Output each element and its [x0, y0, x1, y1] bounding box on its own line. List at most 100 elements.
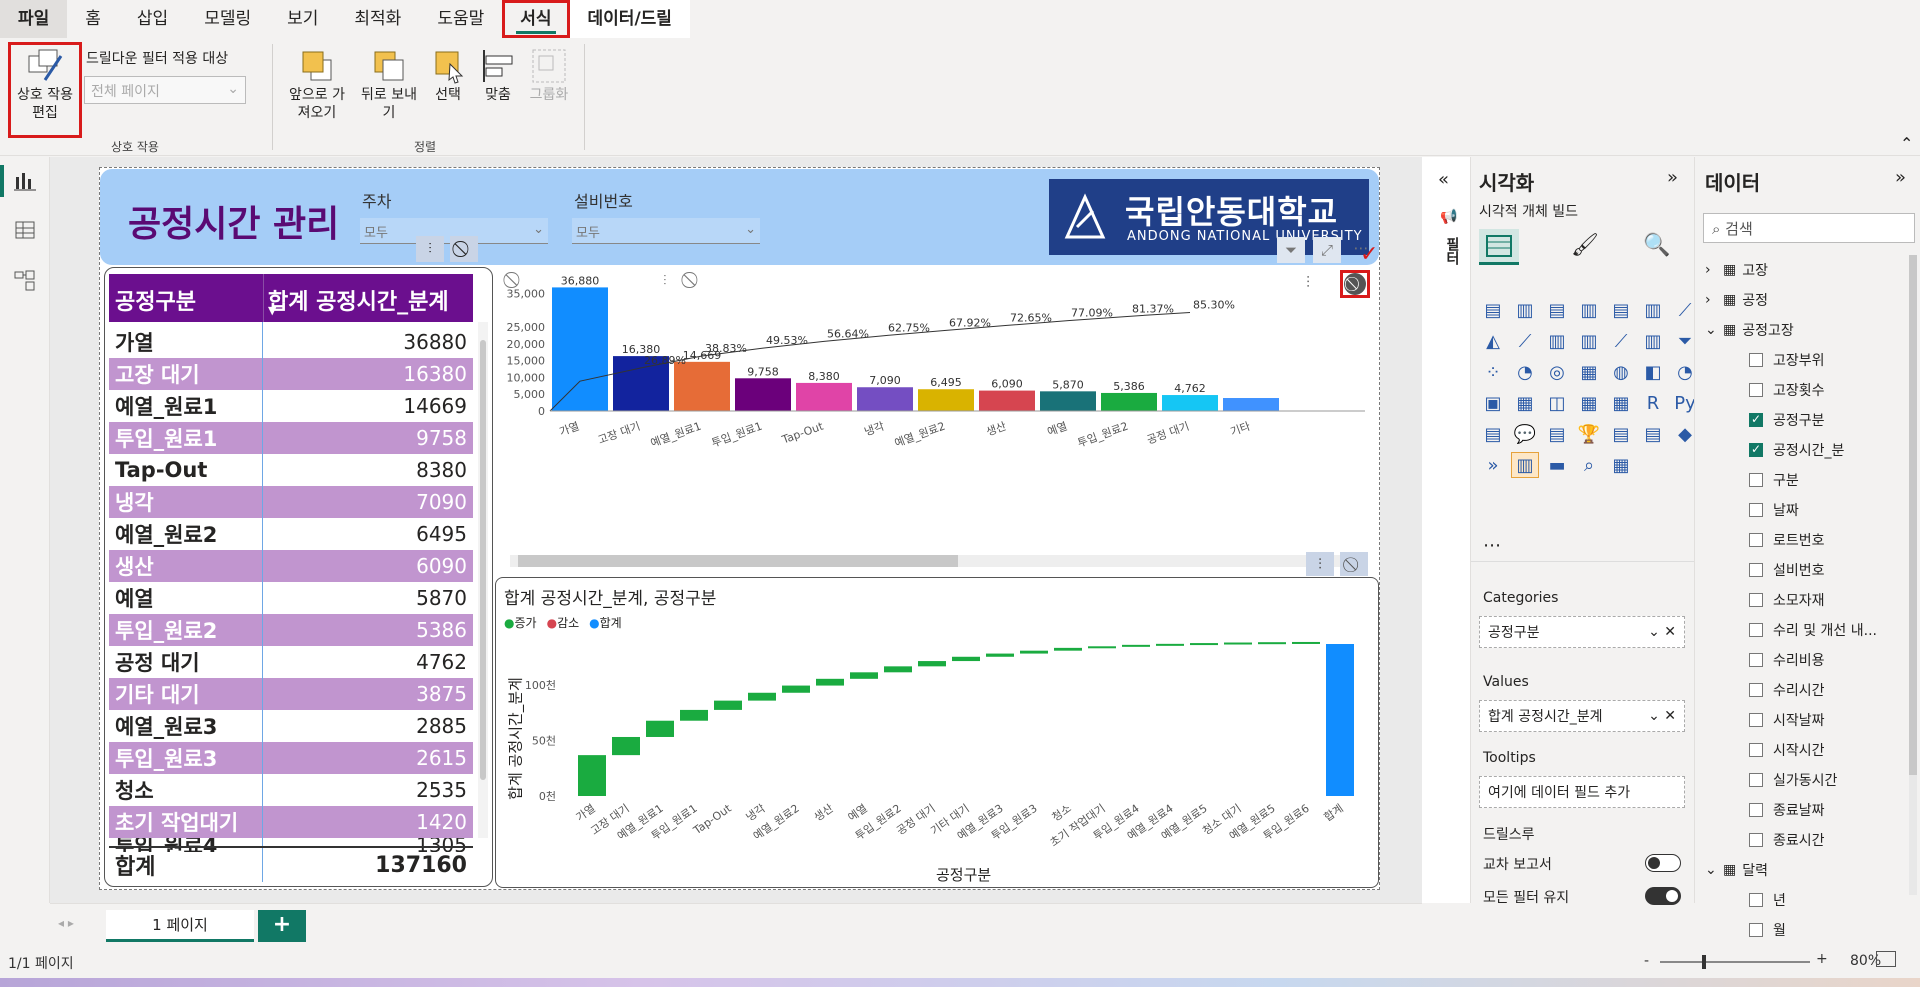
megaphone-icon[interactable]: 📢: [1440, 209, 1458, 225]
gauge-visual-icon[interactable]: ◔: [1677, 361, 1693, 383]
more-options-icon[interactable]: ⋯: [1353, 239, 1369, 257]
none-interaction-icon[interactable]: ⃠: [450, 236, 478, 262]
field-checkbox[interactable]: [1749, 833, 1763, 847]
table-row[interactable]: Tap-Out 8380: [109, 454, 473, 486]
funnel-visual-icon[interactable]: ⏷: [1677, 330, 1693, 352]
slicer-visual-icon[interactable]: ▦: [1580, 392, 1598, 414]
drill-filter-select[interactable]: 전체 페이지 ⌄: [84, 76, 246, 104]
collapse-visualizations-icon[interactable]: »: [1667, 167, 1679, 188]
prev-page-icon[interactable]: ◂ ▸: [58, 916, 74, 930]
area-visual-icon[interactable]: ◭: [1486, 330, 1500, 352]
field-item[interactable]: 종료시간: [1703, 825, 1903, 855]
table-row[interactable]: 예열 5870: [109, 582, 473, 614]
more-visuals-icon[interactable]: ⋯: [1483, 535, 1501, 556]
field-checkbox[interactable]: [1749, 353, 1763, 367]
menu-modeling[interactable]: 모델링: [204, 9, 252, 29]
donut-visual-icon[interactable]: ◎: [1549, 361, 1565, 383]
format-visual-icon[interactable]: 🖌: [1571, 233, 1599, 258]
menu-optimize[interactable]: 최적화: [354, 9, 402, 29]
field-item[interactable]: 실가동시간: [1703, 765, 1903, 795]
chart-scrollbar[interactable]: [510, 555, 1365, 567]
gantt-visual-icon[interactable]: ▬: [1548, 454, 1566, 476]
keep-filters-toggle[interactable]: [1645, 887, 1681, 905]
field-item[interactable]: 날짜: [1703, 495, 1903, 525]
line-visual-icon[interactable]: ⟋: [1678, 299, 1692, 321]
field-item[interactable]: 시작시간: [1703, 735, 1903, 765]
field-checkbox[interactable]: [1749, 773, 1763, 787]
table-row[interactable]: 투입_원료3 2615: [109, 742, 473, 774]
table-row[interactable]: 투입_원료1 9758: [109, 422, 473, 454]
table-visual-icon[interactable]: ▦: [1612, 392, 1630, 414]
column-header-time[interactable]: 합계 공정시간_분계 ▼: [263, 274, 473, 322]
field-item[interactable]: 로트번호: [1703, 525, 1903, 555]
table-row[interactable]: 청소 2535: [109, 774, 473, 806]
qa-visual-icon[interactable]: 💬: [1513, 423, 1537, 445]
smart-narrative-visual-icon[interactable]: ▤: [1612, 423, 1630, 445]
table-node[interactable]: ⌄ ▦ 공정고장: [1703, 315, 1903, 345]
menu-file[interactable]: 파일: [0, 0, 68, 38]
collapse-ribbon-icon[interactable]: ⌃: [1900, 134, 1914, 153]
table-row[interactable]: 예열_원료3 2885: [109, 710, 473, 742]
key-influencers-visual-icon[interactable]: ▤: [1484, 423, 1502, 445]
table-row[interactable]: 투입_원료2 5386: [109, 614, 473, 646]
paginated-visual-icon[interactable]: ▤: [1548, 423, 1566, 445]
field-checkbox[interactable]: [1749, 653, 1763, 667]
data-scrollbar[interactable]: [1909, 255, 1917, 895]
zoom-slider[interactable]: [1660, 955, 1810, 969]
build-visual-tab[interactable]: [1479, 229, 1519, 265]
table-row[interactable]: 고장 대기 16380: [109, 358, 473, 390]
table-node[interactable]: ⌄ ▦ 달력: [1703, 855, 1903, 885]
multirow-card-visual-icon[interactable]: ▦: [1516, 392, 1534, 414]
menu-format[interactable]: 서식: [502, 0, 570, 38]
field-item[interactable]: 공정시간_분: [1703, 435, 1903, 465]
field-item[interactable]: 소모자재: [1703, 585, 1903, 615]
menu-data-drill[interactable]: 데이터/드릴: [569, 0, 690, 38]
send-backward-button[interactable]: 뒤로 보내기: [356, 46, 422, 122]
field-item[interactable]: 년: [1703, 885, 1903, 915]
goals-visual-icon[interactable]: 🏆: [1577, 423, 1601, 445]
field-item[interactable]: 수리 및 개선 내...: [1703, 615, 1903, 645]
field-checkbox[interactable]: [1749, 503, 1763, 517]
page-tab-1[interactable]: 1 페이지: [106, 910, 254, 942]
none-interaction-icon[interactable]: ⃠: [1340, 552, 1368, 576]
table-row[interactable]: 공정 대기 4762: [109, 646, 473, 678]
field-checkbox[interactable]: [1749, 412, 1763, 427]
table-row[interactable]: 투입_원료4 1305: [109, 838, 473, 852]
pareto-chart[interactable]: 0 5,000 10,000 15,000 20,000 25,000 35,000 36,8…: [495, 255, 1377, 570]
slicer-equipment[interactable]: 모두 ⌄: [572, 218, 760, 244]
column-header-process[interactable]: 공정구분: [115, 290, 196, 315]
field-checkbox[interactable]: [1749, 623, 1763, 637]
field-checkbox[interactable]: [1749, 923, 1763, 937]
tooltips-well[interactable]: 여기에 데이터 필드 추가: [1479, 776, 1685, 808]
field-item[interactable]: 종료날짜: [1703, 795, 1903, 825]
field-item[interactable]: 고장부위: [1703, 345, 1903, 375]
collapse-data-icon[interactable]: »: [1895, 167, 1907, 188]
card-visual-icon[interactable]: ▣: [1484, 392, 1502, 414]
field-checkbox[interactable]: [1749, 473, 1763, 487]
table-row[interactable]: 가열 36880: [109, 326, 473, 358]
table-node[interactable]: › ▦ 공정: [1703, 285, 1903, 315]
field-checkbox[interactable]: [1749, 683, 1763, 697]
data-scrollbar-thumb[interactable]: [1909, 255, 1917, 775]
table-row[interactable]: 냉각 7090: [109, 486, 473, 518]
expand-icon[interactable]: ⌄: [1705, 862, 1717, 878]
table-scrollbar[interactable]: [478, 322, 488, 838]
collapse-filters-icon[interactable]: «: [1438, 169, 1450, 190]
table-row[interactable]: 생산 6090: [109, 550, 473, 582]
menu-help[interactable]: 도움말: [437, 9, 485, 29]
remove-field-icon[interactable]: ⌄ ✕: [1648, 624, 1676, 640]
field-checkbox[interactable]: [1749, 893, 1763, 907]
field-checkbox[interactable]: [1749, 803, 1763, 817]
field-checkbox[interactable]: [1749, 713, 1763, 727]
arcgis-visual-icon[interactable]: »: [1487, 454, 1499, 476]
kpi-visual-icon[interactable]: ◫: [1548, 392, 1566, 414]
line-clustered-visual-icon[interactable]: ▥: [1580, 330, 1598, 352]
waterfall-chart[interactable]: 합계 공정시간_분계, 공정구분 ●증가 ●감소 ●합계 0천 50천 100천 가열…: [495, 577, 1379, 888]
zoom-slider-thumb[interactable]: [1702, 955, 1706, 969]
field-item[interactable]: 고장횟수: [1703, 375, 1903, 405]
data-search-input[interactable]: ⌕ 검색: [1703, 213, 1915, 243]
filter-interaction-icon[interactable]: ⫶: [416, 236, 444, 262]
r-visual-visual-icon[interactable]: R: [1646, 392, 1660, 414]
menu-home[interactable]: 홈: [85, 9, 101, 29]
pie-visual-icon[interactable]: ◔: [1517, 361, 1533, 383]
